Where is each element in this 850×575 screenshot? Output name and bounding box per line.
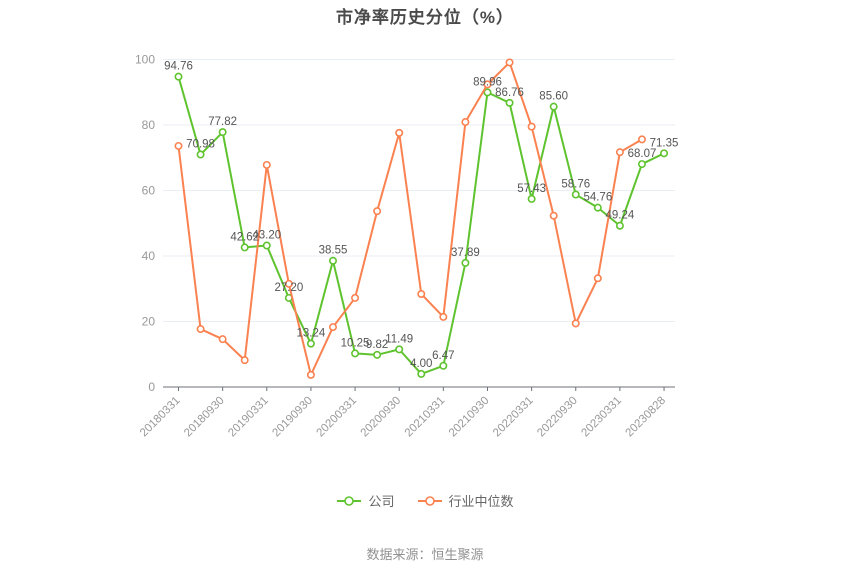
- company-data-point: [328, 256, 337, 265]
- company-data-label: 54.76: [583, 192, 612, 204]
- y-axis-label: 100: [135, 53, 155, 67]
- company-data-label: 6.47: [432, 350, 454, 362]
- company-legend-marker: [337, 495, 362, 506]
- legend: 公司 行业中位数: [0, 491, 850, 510]
- company-data-point: [240, 243, 249, 252]
- company-data-label: 42.62: [230, 231, 259, 243]
- x-axis-label: 20180331: [138, 395, 183, 440]
- company-data-point: [218, 128, 227, 137]
- company-data-label: 10.25: [341, 337, 370, 349]
- company-data-label: 71.35: [650, 137, 679, 149]
- legend-item-company[interactable]: 公司: [336, 491, 395, 510]
- x-axis-label: 20200930: [359, 395, 404, 440]
- company-data-point: [461, 258, 470, 267]
- legend-item-industry-median[interactable]: 行业中位数: [417, 491, 514, 510]
- company-data-label: 58.76: [561, 179, 590, 191]
- company-data-point: [174, 72, 183, 81]
- industry-median-data-point: [196, 325, 205, 334]
- legend-label-industry-median: 行业中位数: [448, 494, 514, 509]
- company-data-point: [571, 190, 580, 199]
- x-axis-label: 20190331: [226, 395, 271, 440]
- company-data-point: [637, 160, 646, 169]
- industry-median-data-point: [637, 135, 646, 144]
- x-axis-label: 20190930: [270, 395, 315, 440]
- company-data-label: 49.24: [606, 210, 635, 222]
- company-data-point: [549, 102, 558, 111]
- company-data-label: 37.89: [451, 247, 480, 259]
- company-data-point: [615, 221, 624, 230]
- industry-median-data-point: [262, 160, 271, 169]
- company-data-point: [660, 149, 669, 158]
- company-data-label: 9.82: [366, 339, 388, 351]
- company-data-point: [306, 339, 315, 348]
- company-data-label: 94.76: [164, 61, 193, 73]
- industry-median-data-point: [240, 356, 249, 365]
- industry-median-data-point: [505, 58, 514, 67]
- company-data-point: [262, 241, 271, 250]
- industry-median-data-point: [593, 274, 602, 283]
- y-axis-label: 40: [142, 249, 156, 263]
- y-axis-label: 20: [142, 315, 156, 329]
- company-data-label: 68.07: [628, 148, 657, 160]
- legend-label-company: 公司: [368, 494, 395, 509]
- industry-median-data-point: [373, 207, 382, 216]
- x-axis-label: 20220930: [535, 395, 580, 440]
- industry-median-data-point: [218, 335, 227, 344]
- chart-title: 市净率历史分位（%）: [335, 8, 515, 27]
- x-axis-label: 20210331: [403, 395, 448, 440]
- company-data-label: 13.24: [297, 328, 326, 340]
- x-axis-label: 20180930: [182, 395, 227, 440]
- company-data-point: [196, 150, 205, 159]
- industry-median-legend-marker: [417, 495, 442, 506]
- company-data-label: 57.43: [517, 183, 546, 195]
- company-data-label: 86.76: [495, 87, 524, 99]
- industry-median-data-point: [174, 141, 183, 150]
- industry-median-data-point: [439, 312, 448, 321]
- x-axis-label: 20200331: [315, 395, 360, 440]
- company-data-point: [483, 88, 492, 97]
- data-source-note: 数据来源：恒生聚源: [366, 547, 484, 562]
- y-axis-label: 0: [148, 380, 155, 394]
- industry-median-data-point: [351, 293, 360, 302]
- industry-median-data-point: [417, 289, 426, 298]
- company-data-label: 27.20: [274, 282, 303, 294]
- industry-median-data-point: [461, 118, 470, 127]
- company-data-point: [593, 203, 602, 212]
- industry-median-data-point: [527, 122, 536, 131]
- company-data-point: [373, 350, 382, 359]
- industry-median-data-point: [328, 323, 337, 332]
- company-data-label: 70.98: [186, 139, 215, 151]
- x-axis-label: 20230828: [623, 395, 668, 440]
- y-axis-label: 80: [142, 118, 156, 132]
- x-axis-label: 20220331: [491, 395, 536, 440]
- company-series-line: [177, 76, 665, 375]
- company-data-point: [439, 361, 448, 370]
- industry-median-data-point: [284, 279, 293, 288]
- x-axis-label: 20210930: [447, 395, 492, 440]
- industry-median-series-line: [177, 61, 643, 376]
- industry-median-data-point: [571, 319, 580, 328]
- industry-median-data-point: [615, 148, 624, 157]
- company-data-point: [395, 345, 404, 354]
- industry-median-data-point: [306, 370, 315, 379]
- company-data-label: 85.60: [539, 91, 568, 103]
- company-data-point: [527, 194, 536, 203]
- company-data-label: 11.49: [385, 333, 413, 345]
- company-data-label: 38.55: [319, 245, 348, 257]
- x-axis-label: 20230331: [579, 395, 624, 440]
- company-data-label: 43.20: [252, 230, 281, 242]
- y-axis-label: 60: [142, 184, 156, 198]
- industry-median-data-point: [395, 128, 404, 137]
- company-data-label: 89.96: [473, 76, 502, 88]
- company-data-label: 4.00: [410, 358, 432, 370]
- industry-median-data-point: [483, 80, 492, 89]
- company-data-point: [351, 349, 360, 358]
- company-data-label: 77.82: [208, 116, 237, 128]
- company-data-point: [417, 369, 426, 378]
- industry-median-data-point: [549, 211, 558, 220]
- company-data-point: [505, 98, 514, 107]
